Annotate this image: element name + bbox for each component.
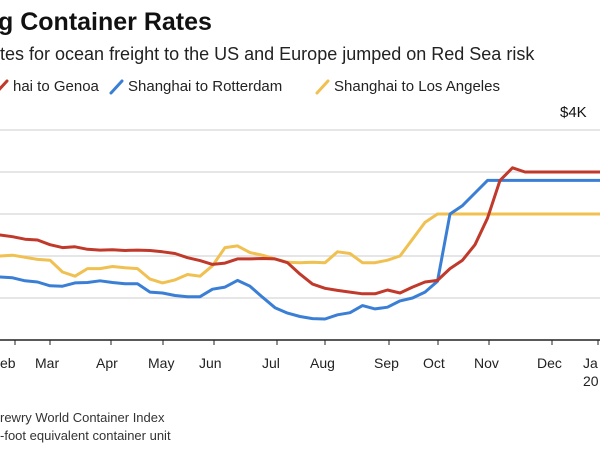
series-line-2 xyxy=(0,212,600,285)
footnote-source: rewry World Container Index xyxy=(0,410,165,425)
chart-annotation: $4K xyxy=(560,104,587,121)
x-tick-label-9: Nov xyxy=(474,355,499,371)
x-tick-label-year: 20 xyxy=(583,373,599,389)
legend-label-genoa: hai to Genoa xyxy=(13,78,99,95)
x-axis-tick-labels: eb Mar Apr May Jun Jul Aug Sep Oct Nov Dec Ja 20 xyxy=(0,340,599,389)
x-tick-label-5: Jul xyxy=(262,355,280,371)
x-tick-label-8: Oct xyxy=(423,355,445,371)
chart-title: g Container Rates xyxy=(0,8,212,36)
x-tick-label-10: Dec xyxy=(537,355,562,371)
chart-subtitle: tes for ocean freight to the US and Euro… xyxy=(0,44,535,64)
legend-label-los-angeles: Shanghai to Los Angeles xyxy=(334,78,500,95)
x-tick-label-11: Ja xyxy=(583,355,598,371)
legend-swatch-rotterdam-icon xyxy=(109,79,124,95)
x-tick-label-2: Apr xyxy=(96,355,118,371)
grid-lines xyxy=(0,129,600,341)
x-tick-label-3: May xyxy=(148,355,174,371)
legend-swatch-genoa-icon xyxy=(0,79,9,91)
x-tick-label-7: Sep xyxy=(374,355,399,371)
series-lines xyxy=(0,166,600,321)
x-tick-label-6: Aug xyxy=(310,355,335,371)
legend-label-rotterdam: Shanghai to Rotterdam xyxy=(128,78,283,95)
x-tick-label-1: Mar xyxy=(35,355,59,371)
series-line-0 xyxy=(0,166,600,296)
legend-swatch-los-angeles-icon xyxy=(315,79,330,95)
x-tick-label-0: eb xyxy=(0,355,16,371)
footnote-note: -foot equivalent container unit xyxy=(0,428,171,443)
x-tick-label-4: Jun xyxy=(199,355,222,371)
